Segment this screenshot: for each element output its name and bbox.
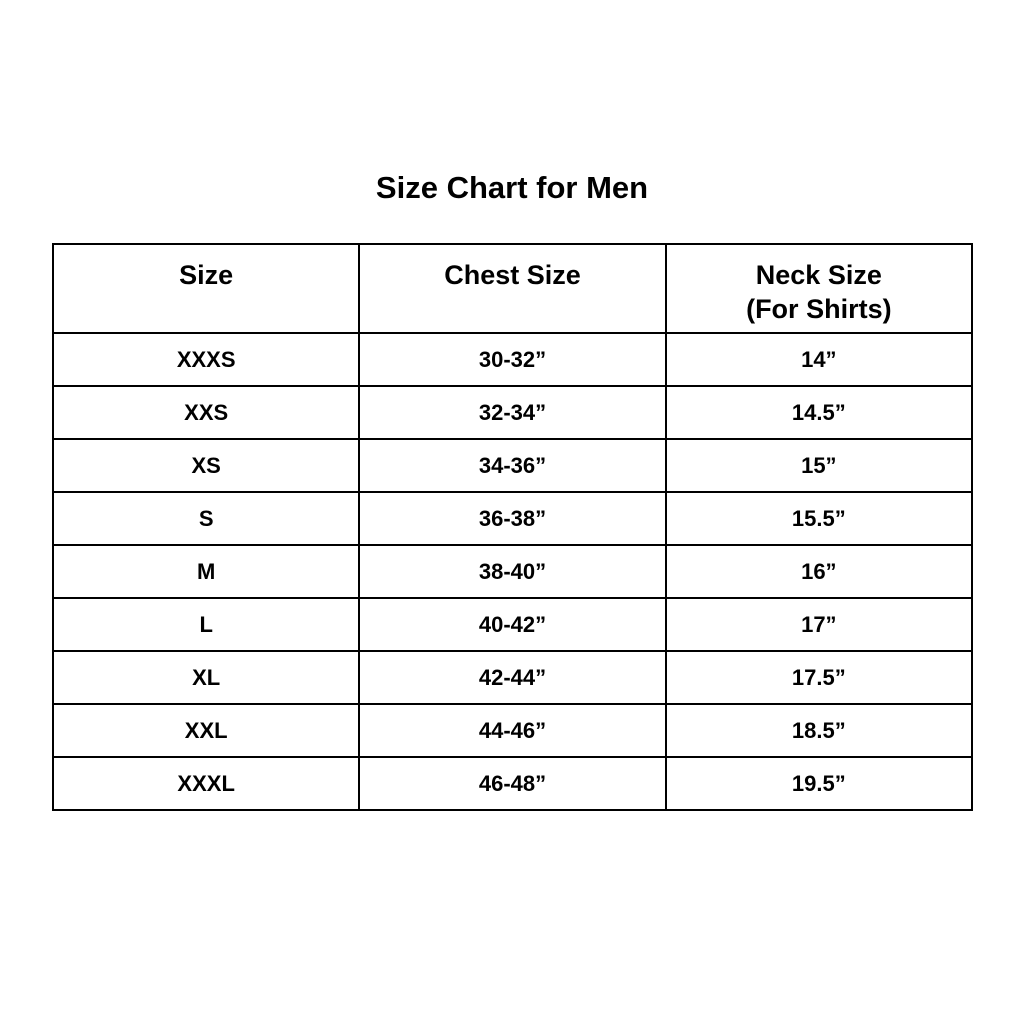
table-row: XXL 44-46” 18.5” [51, 703, 974, 758]
table-row: XXXL 46-48” 19.5” [51, 756, 974, 811]
table-row: XXXS 30-32” 14” [51, 332, 974, 387]
cell-size: S [51, 491, 361, 546]
cell-neck-size: 19.5” [664, 756, 974, 811]
cell-neck-size: 17.5” [664, 650, 974, 705]
cell-neck-size: 16” [664, 544, 974, 599]
table-row: XS 34-36” 15” [51, 438, 974, 493]
table-row: XXS 32-34” 14.5” [51, 385, 974, 440]
cell-chest-size: 30-32” [358, 332, 667, 387]
header-label: Size [179, 260, 234, 290]
cell-chest-size: 40-42” [358, 597, 667, 652]
cell-chest-size: 34-36” [358, 438, 667, 493]
cell-chest-size: 42-44” [358, 650, 667, 705]
table-row: S 36-38” 15.5” [51, 491, 974, 546]
cell-size: XL [51, 650, 361, 705]
cell-neck-size: 15.5” [664, 491, 974, 546]
header-label: Chest Size [444, 260, 581, 290]
cell-chest-size: 36-38” [358, 491, 667, 546]
header-sublabel: (For Shirts) [746, 294, 892, 324]
table-row: L 40-42” 17” [51, 597, 974, 652]
table-row: XL 42-44” 17.5” [51, 650, 974, 705]
cell-neck-size: 14.5” [664, 385, 974, 440]
cell-size: M [51, 544, 361, 599]
cell-neck-size: 14” [664, 332, 974, 387]
cell-chest-size: 38-40” [358, 544, 667, 599]
cell-chest-size: 44-46” [358, 703, 667, 758]
header-chest-size: Chest Size [358, 243, 667, 334]
header-size: Size [51, 243, 361, 334]
cell-size: XXXS [51, 332, 361, 387]
cell-chest-size: 32-34” [358, 385, 667, 440]
cell-size: XXS [51, 385, 361, 440]
page-title: Size Chart for Men [375, 170, 649, 205]
cell-neck-size: 17” [664, 597, 974, 652]
cell-size: XS [51, 438, 361, 493]
cell-neck-size: 18.5” [664, 703, 974, 758]
cell-size: XXXL [51, 756, 361, 811]
cell-neck-size: 15” [664, 438, 974, 493]
table-header-row: Size Chest Size Neck Size (For Shirts) [51, 243, 974, 334]
header-label: Neck Size [755, 260, 882, 290]
cell-size: L [51, 597, 361, 652]
table-row: M 38-40” 16” [51, 544, 974, 599]
cell-chest-size: 46-48” [358, 756, 667, 811]
header-neck-size: Neck Size (For Shirts) [664, 243, 974, 334]
size-chart-table: Size Chest Size Neck Size (For Shirts) X… [51, 243, 974, 811]
cell-size: XXL [51, 703, 361, 758]
